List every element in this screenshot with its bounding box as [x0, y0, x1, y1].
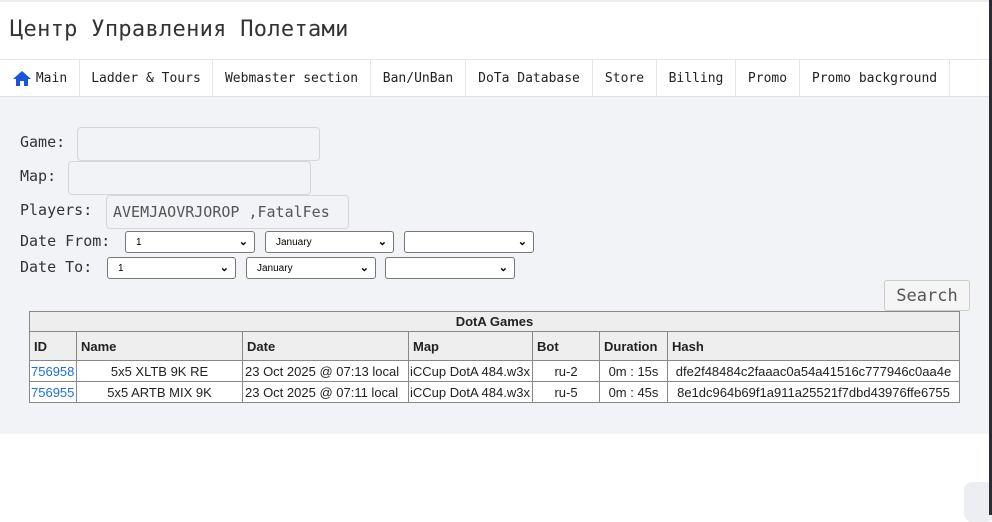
search-button[interactable]: Search: [884, 280, 970, 311]
game-date: 23 Oct 2025 @ 07:13 local: [242, 360, 409, 382]
game-label: Game:: [20, 133, 66, 151]
table-caption: DotA Games: [29, 311, 960, 332]
col-date: Date: [242, 331, 409, 361]
game-map: iCCup DotA 484.w3x: [408, 360, 533, 382]
col-map: Map: [408, 331, 533, 361]
date-from-month-select[interactable]: January ⌄: [265, 231, 394, 253]
date-to-label: Date To:: [20, 258, 93, 276]
col-bot: Bot: [532, 331, 600, 361]
map-label: Map:: [20, 167, 57, 185]
chevron-down-icon: ⌄: [517, 236, 527, 248]
col-id: ID: [29, 331, 77, 361]
game-hash: 8e1dc964b69f1a911a25521f7dbd43976ffe6755: [667, 381, 960, 403]
date-from-day-select[interactable]: 1 ⌄: [125, 231, 255, 253]
nav-promo[interactable]: Promo: [736, 60, 800, 96]
nav-ladder-tours[interactable]: Ladder & Tours: [80, 60, 213, 96]
chevron-down-icon: ⌄: [377, 236, 387, 248]
top-border: [0, 0, 992, 2]
col-hash: Hash: [667, 331, 960, 361]
search-panel: Game: Map: Players: Date From: 1⌄ Januar…: [0, 97, 990, 434]
chevron-down-icon: ⌄: [238, 236, 248, 248]
game-id-link[interactable]: 756955: [31, 384, 75, 400]
game-input[interactable]: [77, 127, 320, 161]
nav-main[interactable]: Main: [0, 60, 80, 96]
game-bot: ru-5: [532, 381, 600, 403]
game-duration: 0m : 15s: [599, 360, 668, 382]
chevron-down-icon: ⌄: [359, 262, 369, 274]
chevron-down-icon: ⌄: [219, 262, 229, 274]
col-duration: Duration: [599, 331, 668, 361]
nav-webmaster-section[interactable]: Webmaster section: [213, 60, 371, 96]
page-title: Центр Управления Полетами: [10, 17, 349, 42]
main-nav: Main Ladder & Tours Webmaster section Ba…: [0, 59, 990, 97]
game-duration: 0m : 45s: [599, 381, 668, 403]
nav-ban-unban[interactable]: Ban/UnBan: [371, 60, 466, 96]
chat-widget-button[interactable]: [964, 482, 992, 522]
date-from-label: Date From:: [20, 232, 111, 250]
game-name: 5x5 ARTB MIX 9K: [76, 381, 243, 403]
chevron-down-icon: ⌄: [498, 262, 508, 274]
game-hash: dfe2f48484c2faaac0a54a41516c777946c0aa4e: [667, 360, 960, 382]
nav-promo-background[interactable]: Promo background: [800, 60, 950, 96]
dota-games-table: DotA Games ID Name Date Map Bot Duration…: [29, 311, 960, 403]
nav-store[interactable]: Store: [593, 60, 657, 96]
game-id-link[interactable]: 756958: [31, 363, 75, 379]
game-map: iCCup DotA 484.w3x: [408, 381, 533, 403]
players-input[interactable]: [106, 195, 349, 229]
home-icon: [12, 70, 31, 86]
game-date: 23 Oct 2025 @ 07:11 local: [242, 381, 409, 403]
date-to-day-select[interactable]: 1 ⌄: [107, 257, 236, 279]
game-name: 5x5 XLTB 9K RE: [76, 360, 243, 382]
players-label: Players:: [20, 201, 93, 219]
date-to-year-select[interactable]: ⌄: [385, 257, 515, 279]
col-name: Name: [76, 331, 243, 361]
map-input[interactable]: [68, 161, 311, 195]
nav-dota-database[interactable]: DoTa Database: [466, 60, 593, 96]
nav-billing[interactable]: Billing: [657, 60, 736, 96]
game-bot: ru-2: [532, 360, 600, 382]
scrollbar[interactable]: [989, 0, 992, 515]
table-row: 756958 5x5 XLTB 9K RE 23 Oct 2025 @ 07:1…: [29, 360, 960, 382]
table-row: 756955 5x5 ARTB MIX 9K 23 Oct 2025 @ 07:…: [29, 381, 960, 403]
date-from-year-select[interactable]: ⌄: [404, 231, 534, 253]
date-to-month-select[interactable]: January ⌄: [246, 257, 376, 279]
